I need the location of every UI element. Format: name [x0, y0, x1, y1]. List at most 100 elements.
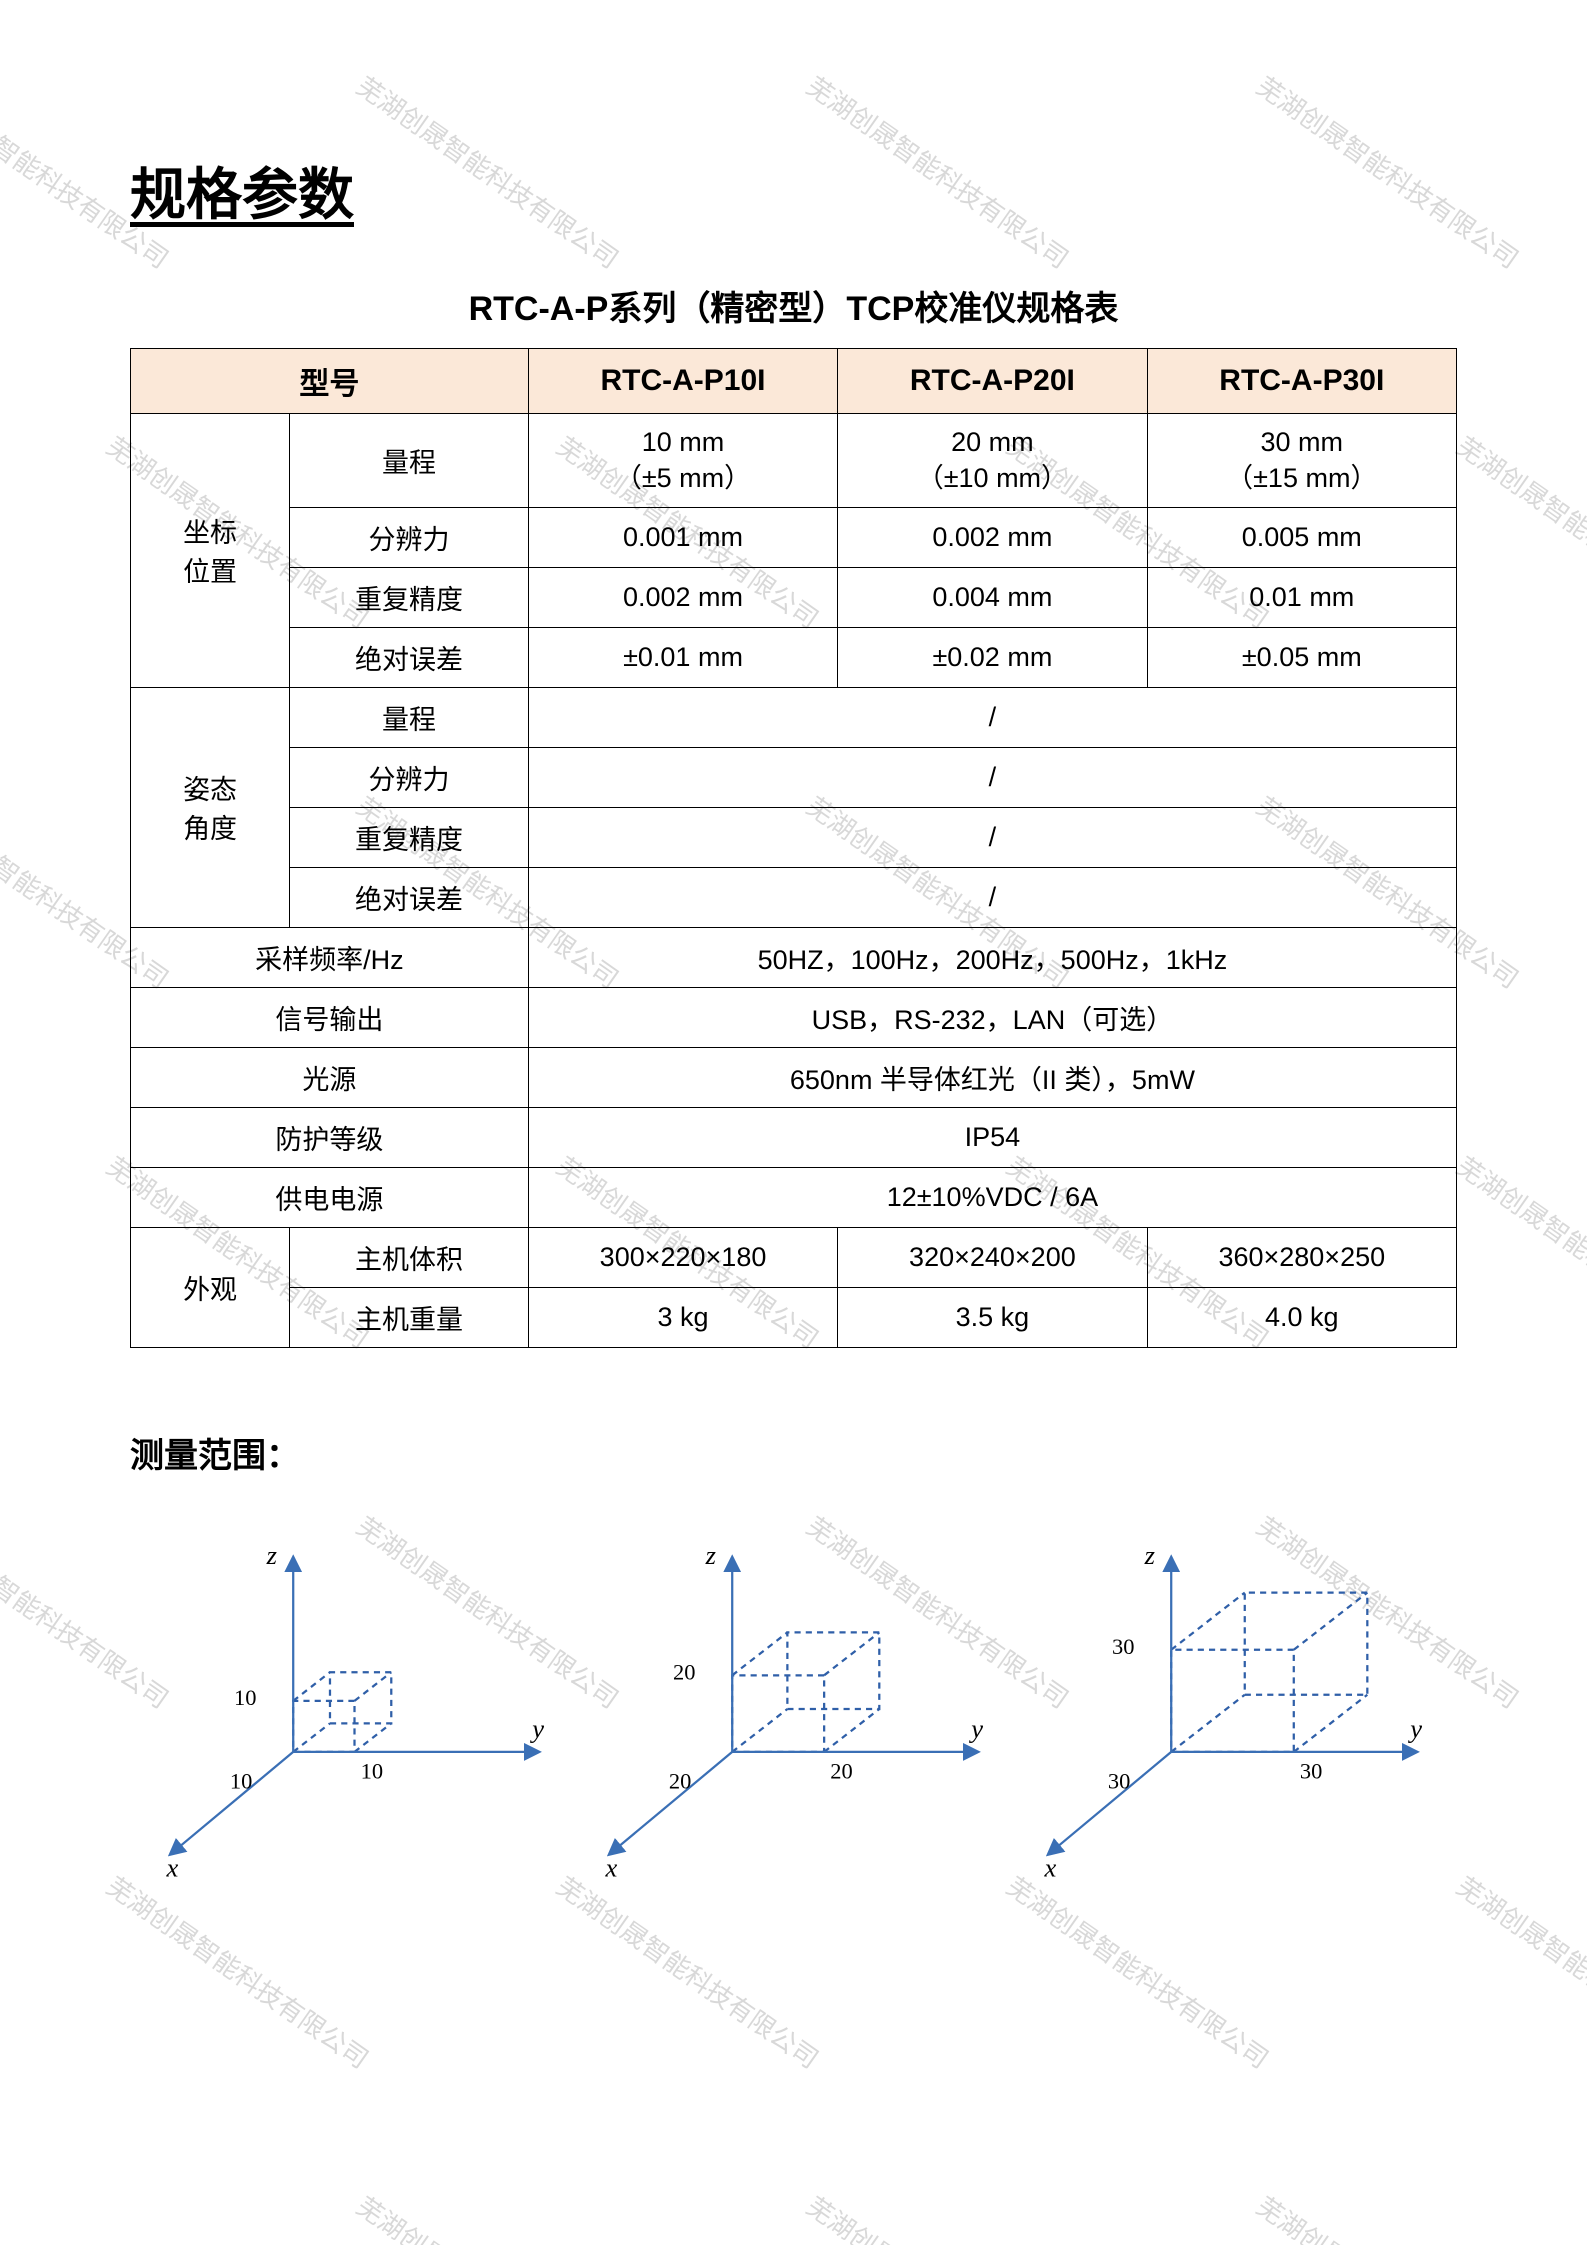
table-row: 光源650nm 半导体红光（II 类），5mW [131, 1047, 1457, 1107]
full-row-label: 信号输出 [131, 987, 529, 1047]
group-label: 坐标位置 [131, 414, 290, 688]
watermark-text: 芜湖创晟智能科技有限公司 [1250, 2187, 1527, 2245]
value-cell: 10 mm（±5 mm） [528, 414, 837, 508]
watermark-text: 芜湖创晟智能科技有限公司 [350, 2187, 627, 2245]
full-row-value: 50HZ，100Hz，200Hz，500Hz，1kHz [528, 927, 1456, 987]
table-row: 主机重量3 kg3.5 kg4.0 kg [131, 1287, 1457, 1347]
value-cell: 0.002 mm [838, 507, 1147, 567]
full-row-label: 光源 [131, 1047, 529, 1107]
value-cell: 3.5 kg [838, 1287, 1147, 1347]
diagram-10: z y x 10 10 10 [140, 1517, 569, 1890]
svg-text:x: x [605, 1852, 618, 1882]
coordinate-diagram: z y x 20 20 20 [579, 1517, 1008, 1885]
row-label: 分辨力 [290, 747, 529, 807]
full-row-value: 650nm 半导体红光（II 类），5mW [528, 1047, 1456, 1107]
svg-text:20: 20 [669, 1769, 691, 1794]
page-title: 规格参数 [130, 150, 1457, 231]
merged-value: / [528, 867, 1456, 927]
svg-text:y: y [1407, 1713, 1422, 1743]
watermark-text: 芜湖创晟智能科技有限公司 [1450, 1867, 1587, 2076]
table-row: 绝对误差/ [131, 867, 1457, 927]
value-cell: 0.002 mm [528, 567, 837, 627]
row-label: 绝对误差 [290, 627, 529, 687]
table-row: 重复精度/ [131, 807, 1457, 867]
table-row: 坐标位置量程10 mm（±5 mm）20 mm（±10 mm）30 mm（±15… [131, 414, 1457, 508]
column-header: RTC-A-P30I [1147, 349, 1456, 414]
row-label: 主机重量 [290, 1287, 529, 1347]
value-cell: ±0.02 mm [838, 627, 1147, 687]
value-cell: ±0.01 mm [528, 627, 837, 687]
table-header-row: 型号RTC-A-P10IRTC-A-P20IRTC-A-P30I [131, 349, 1457, 414]
coordinate-diagram: z y x 10 10 10 [140, 1517, 569, 1885]
svg-text:x: x [166, 1852, 179, 1882]
svg-text:z: z [705, 1540, 716, 1570]
merged-value: / [528, 687, 1456, 747]
value-cell: 30 mm（±15 mm） [1147, 414, 1456, 508]
table-row: 分辨力0.001 mm0.002 mm0.005 mm [131, 507, 1457, 567]
table-row: 姿态角度量程/ [131, 687, 1457, 747]
watermark-text: 芜湖创晟智能科技有限公司 [1000, 1867, 1277, 2076]
table-row: 信号输出USB，RS-232，LAN（可选） [131, 987, 1457, 1047]
value-cell: 3 kg [528, 1287, 837, 1347]
svg-text:30: 30 [1112, 1634, 1134, 1659]
svg-text:20: 20 [673, 1659, 695, 1684]
table-title: RTC-A-P系列（精密型）TCP校准仪规格表 [130, 281, 1457, 330]
row-label: 量程 [290, 414, 529, 508]
model-header: 型号 [131, 349, 529, 414]
section-title: 测量范围： [130, 1428, 1457, 1477]
full-row-label: 供电电源 [131, 1167, 529, 1227]
svg-text:z: z [266, 1540, 277, 1570]
table-row: 防护等级IP54 [131, 1107, 1457, 1167]
coordinate-diagram: z y x 30 30 30 [1018, 1517, 1447, 1885]
value-cell: 0.01 mm [1147, 567, 1456, 627]
svg-text:y: y [968, 1713, 983, 1743]
watermark-text: 芜湖创晟智能科技有限公司 [800, 2187, 1077, 2245]
row-label: 量程 [290, 687, 529, 747]
row-label: 重复精度 [290, 807, 529, 867]
row-label: 分辨力 [290, 507, 529, 567]
full-row-label: 防护等级 [131, 1107, 529, 1167]
page-content: 规格参数 RTC-A-P系列（精密型）TCP校准仪规格表 型号RTC-A-P10… [0, 0, 1587, 1890]
value-cell: 320×240×200 [838, 1227, 1147, 1287]
group-label: 姿态角度 [131, 687, 290, 927]
row-label: 绝对误差 [290, 867, 529, 927]
svg-text:30: 30 [1108, 1769, 1130, 1794]
table-row: 采样频率/Hz50HZ，100Hz，200Hz，500Hz，1kHz [131, 927, 1457, 987]
svg-text:10: 10 [361, 1758, 383, 1783]
row-label: 主机体积 [290, 1227, 529, 1287]
value-cell: 300×220×180 [528, 1227, 837, 1287]
table-row: 绝对误差±0.01 mm±0.02 mm±0.05 mm [131, 627, 1457, 687]
value-cell: 0.001 mm [528, 507, 837, 567]
column-header: RTC-A-P20I [838, 349, 1147, 414]
value-cell: 0.005 mm [1147, 507, 1456, 567]
value-cell: 20 mm（±10 mm） [838, 414, 1147, 508]
row-label: 重复精度 [290, 567, 529, 627]
table-row: 供电电源12±10%VDC / 6A [131, 1167, 1457, 1227]
watermark-text: 芜湖创晟智能科技有限公司 [0, 2187, 177, 2245]
table-row: 分辨力/ [131, 747, 1457, 807]
svg-text:30: 30 [1300, 1758, 1322, 1783]
value-cell: ±0.05 mm [1147, 627, 1456, 687]
svg-text:z: z [1144, 1540, 1155, 1570]
svg-text:10: 10 [230, 1769, 252, 1794]
group-label: 外观 [131, 1227, 290, 1347]
svg-text:10: 10 [234, 1685, 256, 1710]
merged-value: / [528, 747, 1456, 807]
measurement-range-diagrams: z y x 10 10 10 z y x 20 20 20 z y x 30 3… [130, 1517, 1457, 1890]
column-header: RTC-A-P10I [528, 349, 837, 414]
diagram-20: z y x 20 20 20 [579, 1517, 1008, 1890]
svg-text:x: x [1044, 1852, 1057, 1882]
watermark-text: 芜湖创晟智能科技有限公司 [100, 1867, 377, 2076]
table-row: 重复精度0.002 mm0.004 mm0.01 mm [131, 567, 1457, 627]
full-row-value: 12±10%VDC / 6A [528, 1167, 1456, 1227]
svg-text:20: 20 [830, 1758, 852, 1783]
watermark-text: 芜湖创晟智能科技有限公司 [550, 1867, 827, 2076]
value-cell: 4.0 kg [1147, 1287, 1456, 1347]
table-row: 外观主机体积300×220×180320×240×200360×280×250 [131, 1227, 1457, 1287]
merged-value: / [528, 807, 1456, 867]
svg-text:y: y [529, 1713, 544, 1743]
value-cell: 360×280×250 [1147, 1227, 1456, 1287]
full-row-value: USB，RS-232，LAN（可选） [528, 987, 1456, 1047]
full-row-value: IP54 [528, 1107, 1456, 1167]
full-row-label: 采样频率/Hz [131, 927, 529, 987]
